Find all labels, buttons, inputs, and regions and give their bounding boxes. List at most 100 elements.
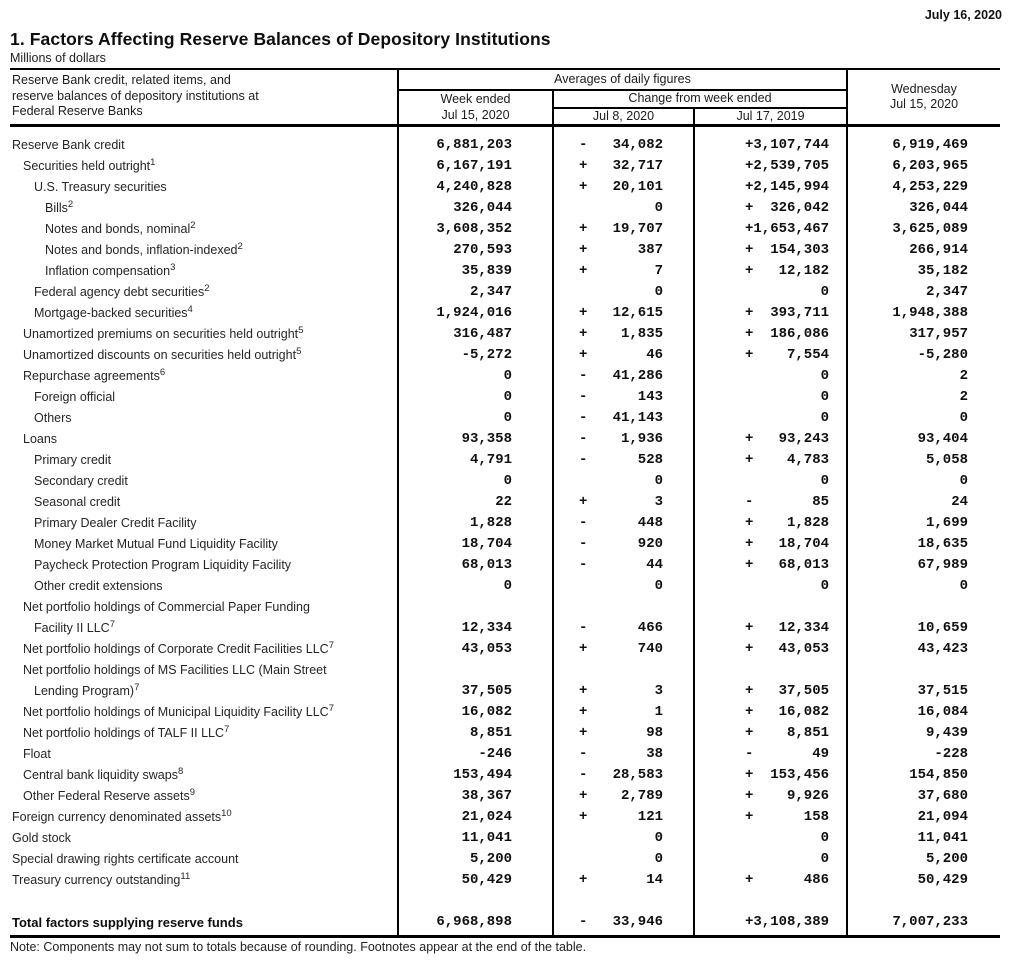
row-label: Net portfolio holdings of Commercial Pap… [10,597,399,639]
cell-change-jul17: +3,108,389 [694,912,848,938]
cell-change-jul17: - 85 [694,492,848,513]
row-label-text: Primary credit [34,453,112,467]
table-row: Gold stock 11,041 0 0 11,041 [10,828,1000,849]
table-row: Treasury currency outstanding11 50,429 +… [10,870,1000,891]
cell-change-jul8: + 387 [553,240,695,261]
row-label: Inflation compensation3 [10,261,399,282]
row-label-text: Net portfolio holdings of Corporate Cred… [23,639,334,656]
cell-change-jul17: + 18,704 [694,534,848,555]
table-row: Secondary credit 0 0 0 0 [10,471,1000,492]
cell-week-ended: 270,593 [398,240,554,261]
cell-wednesday: 11,041 [917,830,968,846]
cell-change-jul17 [694,891,848,912]
cell-week-ended: 6,881,203 [398,125,554,156]
row-label-text: Central bank liquidity swaps8 [23,765,184,782]
cell-wednesday: 5,058 [925,452,968,468]
page-title: 1. Factors Affecting Reserve Balances of… [10,29,551,49]
cell-change-jul8: - 44 [553,555,695,576]
footnote-ref: 10 [221,807,232,819]
cell-change-jul17: + 9,926 [694,786,848,807]
cell-change-jul8: + 98 [553,723,695,744]
cell-wednesday: 2 [959,389,968,405]
table-row: Others 0 - 41,143 0 0 [10,408,1000,429]
cell-wednesday: 5,200 [925,851,968,867]
cell-wednesday: 2 [959,368,968,384]
row-label: Other Federal Reserve assets9 [10,786,399,807]
row-label: Federal agency debt securities2 [10,282,399,303]
row-label: Notes and bonds, nominal2 [10,219,399,240]
cell-change-jul8: + 19,707 [553,219,695,240]
footnote-ref: 4 [187,303,193,315]
stub-header: Reserve Bank credit, related items, and … [10,69,399,127]
cell-week-ended: 43,053 [398,639,554,660]
table-row: Unamortized discounts on securities held… [10,345,1000,366]
cell-wednesday: 37,680 [917,788,968,804]
row-label-text: Primary Dealer Credit Facility [34,516,197,530]
table-row: Net portfolio holdings of MS Facilities … [10,660,1000,702]
table-row: Mortgage-backed securities4 1,924,016 + … [10,303,1000,324]
cell-wednesday: 43,423 [917,641,968,657]
table-row: Central bank liquidity swaps8 153,494 - … [10,765,1000,786]
cell-change-jul17: +1,653,467 [694,219,848,240]
table-row: Primary credit 4,791 - 528 + 4,783 5,058 [10,450,1000,471]
footnote-ref: 11 [180,870,191,882]
cell-week-ended: 22 [398,492,554,513]
cell-week-ended: 3,608,352 [398,219,554,240]
row-label: Central bank liquidity swaps8 [10,765,399,786]
table-row: Net portfolio holdings of Commercial Pap… [10,597,1000,639]
cell-change-jul17: + 12,182 [694,261,848,282]
cell-change-jul8: + 14 [553,870,695,891]
cell-week-ended: -246 [398,744,554,765]
cell-wednesday: 0 [959,410,968,426]
cell-change-jul8: - 38 [553,744,695,765]
cell-change-jul8: + 1,835 [553,324,695,345]
stub-header-line2: reserve balances of depository instituti… [12,88,259,103]
cell-change-jul17: 0 [694,471,848,492]
row-label-text: Net portfolio holdings of Commercial Pap… [23,600,310,614]
table-row: Repurchase agreements6 0 - 41,286 0 2 [10,366,1000,387]
footnote-ref: 7 [224,723,230,735]
cell-change-jul17: + 153,456 [694,765,848,786]
cell-change-jul17: + 43,053 [694,639,848,660]
row-label: Net portfolio holdings of Municipal Liqu… [10,702,399,723]
footnote-ref: 5 [296,345,302,357]
row-label: Foreign currency denominated assets10 [10,807,399,828]
row-label-text: Loans [23,432,58,446]
cell-wednesday: 317,957 [909,326,968,342]
row-label-text: Net portfolio holdings of TALF II LLC7 [23,723,230,740]
table-row: Other credit extensions 0 0 0 0 [10,576,1000,597]
cell-week-ended: 16,082 [398,702,554,723]
row-label-text: Gold stock [12,831,72,845]
cell-change-jul17: 0 [694,366,848,387]
table-note: Note: Components may not sum to totals b… [10,940,587,954]
cell-change-jul8: - 41,286 [553,366,695,387]
row-label: Foreign official [10,387,399,408]
footnote-ref: 3 [170,261,176,273]
row-label: Others [10,408,399,429]
row-label-text: Foreign currency denominated assets10 [12,807,232,824]
stub-header-line1: Reserve Bank credit, related items, and [12,73,231,87]
cell-change-jul8: + 46 [553,345,695,366]
row-label: Unamortized premiums on securities held … [10,324,399,345]
cell-wednesday: 16,084 [917,704,968,720]
row-label-text: Float [23,747,51,761]
stub-header-line3: Federal Reserve Banks [12,104,143,118]
row-label: Special drawing rights certificate accou… [10,849,399,870]
footnote-ref: 5 [298,324,304,336]
row-label: Securities held outright1 [10,156,399,177]
cell-change-jul17: 0 [694,282,848,303]
cell-week-ended: 11,041 [398,828,554,849]
cell-change-jul17: +2,145,994 [694,177,848,198]
cell-wednesday: 154,850 [909,767,968,783]
cell-change-jul17: + 486 [694,870,848,891]
cell-week-ended: -5,272 [398,345,554,366]
cell-week-ended: 12,334 [398,597,554,639]
row-label: Net portfolio holdings of MS Facilities … [10,660,399,702]
row-label [10,891,399,912]
footnote-ref: 9 [189,786,196,798]
row-label: Seasonal credit [10,492,399,513]
cell-week-ended: 153,494 [398,765,554,786]
cell-wednesday: 1,948,388 [892,305,968,321]
table-row: Total factors supplying reserve funds 6,… [10,912,1000,938]
